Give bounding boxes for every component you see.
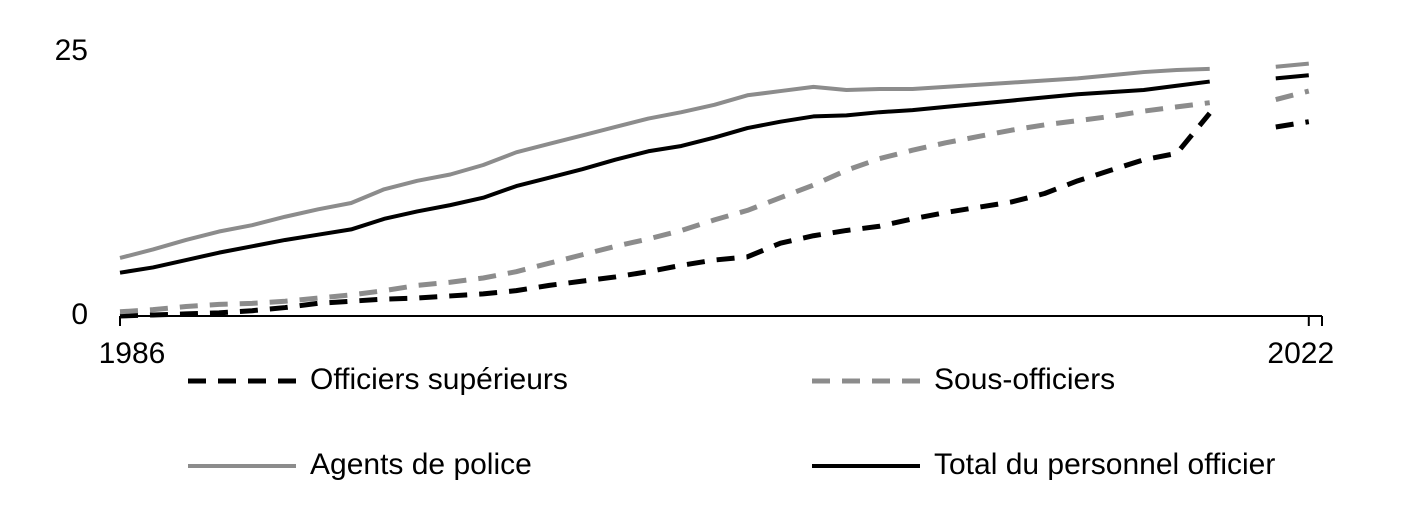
series-line (1275, 61, 1309, 69)
legend-label: Officiers supérieurs (310, 363, 568, 396)
y-tick-label: 25 (55, 34, 88, 67)
x-tick-label: 2022 (1267, 337, 1334, 370)
series-line (119, 79, 1210, 275)
legend-label: Sous-officiers (934, 363, 1115, 396)
series-line (119, 66, 1210, 260)
series-line (1275, 88, 1310, 102)
series-line (119, 111, 1212, 319)
series-line (1275, 73, 1309, 81)
x-tick-label: 1986 (99, 337, 166, 370)
y-tick-label: 0 (71, 298, 88, 331)
series-line (1275, 119, 1310, 130)
legend-label: Agents de police (310, 448, 532, 481)
series-line (119, 100, 1211, 315)
legend-label: Total du personnel officier (934, 448, 1275, 481)
